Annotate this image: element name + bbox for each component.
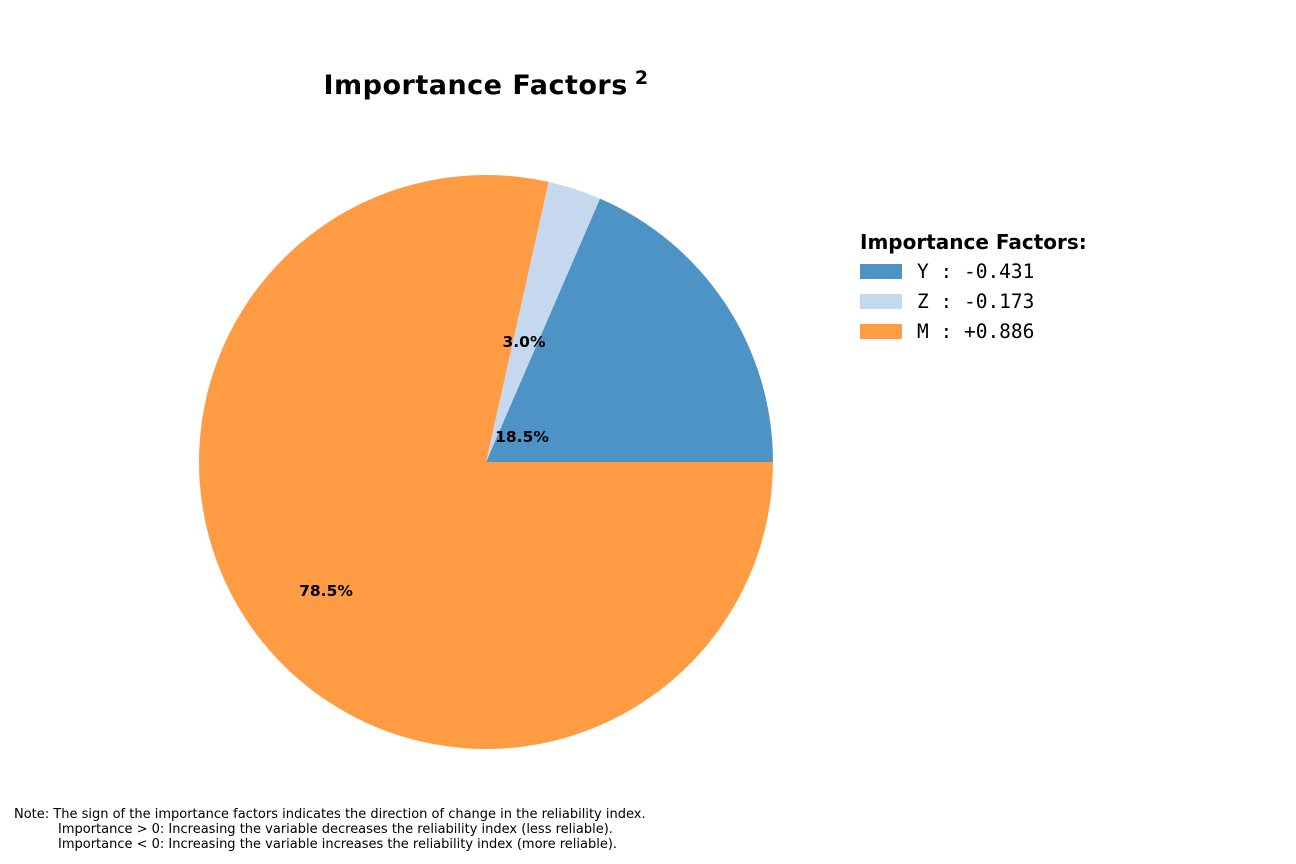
pie-percent-label-z: 3.0% bbox=[502, 333, 546, 351]
pie-percent-label-y: 18.5% bbox=[495, 428, 549, 446]
legend-label-m: M : +0.886 bbox=[917, 319, 1035, 343]
pie-slice-z bbox=[486, 181, 600, 462]
footnote-line-2: Importance > 0: Increasing the variable … bbox=[58, 822, 613, 837]
legend-label-y: Y : -0.431 bbox=[917, 259, 1035, 283]
footnote-line-3: Importance < 0: Increasing the variable … bbox=[58, 837, 618, 852]
pie-percent-label-m: 78.5% bbox=[299, 582, 353, 600]
pie-slice-m bbox=[199, 175, 773, 749]
footnote-line-1: Note: The sign of the importance factors… bbox=[14, 807, 646, 822]
legend-swatch-y bbox=[860, 263, 902, 279]
chart-title-text: Importance Factors bbox=[323, 70, 628, 101]
chart-title: Importance Factors 2 bbox=[323, 67, 648, 101]
footnote: Note: The sign of the importance factors… bbox=[14, 807, 646, 852]
legend: Importance Factors: Y : -0.431 Z : -0.17… bbox=[860, 230, 1087, 346]
legend-item-z: Z : -0.173 bbox=[860, 286, 1087, 316]
legend-swatch-m bbox=[860, 323, 902, 339]
legend-title: Importance Factors: bbox=[860, 230, 1087, 254]
legend-item-m: M : +0.886 bbox=[860, 316, 1087, 346]
legend-label-z: Z : -0.173 bbox=[917, 289, 1035, 313]
legend-item-y: Y : -0.431 bbox=[860, 256, 1087, 286]
pie-chart bbox=[199, 175, 773, 749]
legend-swatch-z bbox=[860, 293, 902, 309]
chart-title-superscript: 2 bbox=[634, 67, 649, 89]
pie-slice-y bbox=[486, 198, 773, 462]
